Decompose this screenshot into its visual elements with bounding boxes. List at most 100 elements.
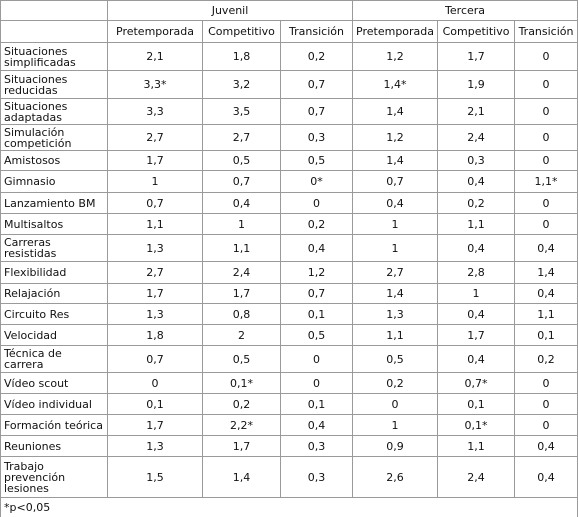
table-cell: 0,4 (437, 234, 516, 262)
table-cell: 0,3 (279, 435, 354, 457)
row-label: Multisaltos (0, 213, 108, 235)
table-cell: 0,5 (202, 150, 281, 171)
table-cell: 1,4 (352, 98, 439, 125)
table-cell: 1 (107, 170, 203, 193)
table-cell: 0 (514, 70, 578, 99)
table-cell: 1,1 (202, 234, 281, 262)
row-label: Relajación (0, 283, 108, 304)
corner-cell (0, 0, 108, 21)
table-cell: 0 (279, 345, 354, 373)
table-row: Trabajo prevención lesiones 1,5 1,4 0,3 2,6 2… (0, 456, 578, 498)
table-cell: 0,4 (352, 192, 439, 214)
table-cell: 0,5 (279, 324, 354, 346)
table-cell: 0,4 (514, 234, 578, 262)
table-cell: 0,3 (279, 456, 354, 498)
table-cell: 0,2 (279, 213, 354, 235)
table-row: Reuniones 1,3 1,7 0,3 0,9 1,1 0,4 (0, 435, 578, 457)
table-cell: 0,4 (437, 303, 516, 325)
table-row: Multisaltos 1,1 1 0,2 1 1,1 0 (0, 213, 578, 235)
table-cell: 0,7 (107, 345, 203, 373)
table-cell: 2,7 (107, 124, 203, 151)
table-row: Simulación competición 2,7 2,7 0,3 1,2 2,4 0 (0, 124, 578, 151)
table-row: Juvenil Tercera (0, 0, 578, 21)
table-cell: 1,1 (437, 435, 516, 457)
table-cell: 0* (279, 170, 354, 193)
table-cell: 1,7 (107, 414, 203, 436)
table-cell: 3,5 (202, 98, 281, 125)
table-cell: 0,4 (514, 435, 578, 457)
table-cell: 2,7 (352, 261, 439, 284)
table-cell: 1,9 (437, 70, 516, 99)
table-cell: 0,2 (514, 345, 578, 373)
table-cell: 2,8 (437, 261, 516, 284)
table-cell: 0,4 (279, 234, 354, 262)
table-cell: 2,7 (202, 124, 281, 151)
table-cell: 2 (202, 324, 281, 346)
table-cell: 1,1 (352, 324, 439, 346)
table-cell: 0,7 (107, 192, 203, 214)
table-cell: 0,2 (352, 372, 439, 394)
table-cell: 0,7 (352, 170, 439, 193)
table-cell: 1,7 (437, 42, 516, 71)
table-cell: 1 (352, 213, 439, 235)
corner-cell (0, 20, 108, 43)
table-cell: 1 (352, 414, 439, 436)
table-cell: 0,9 (352, 435, 439, 457)
table-cell: 0 (279, 372, 354, 394)
table-cell: 0 (107, 372, 203, 394)
table-cell: 1,4 (514, 261, 578, 284)
row-label: Vídeo individual (0, 393, 108, 415)
table-cell: 2,6 (352, 456, 439, 498)
row-label: Formación teórica (0, 414, 108, 436)
table-cell: 0,4 (202, 192, 281, 214)
table-row: Relajación 1,7 1,7 0,7 1,4 1 0,4 (0, 283, 578, 304)
table-cell: 0,8 (202, 303, 281, 325)
table-cell: 0,4 (279, 414, 354, 436)
footnote: *p<0,05 (0, 497, 578, 517)
column-header: Competitivo (202, 20, 281, 43)
table-row: Amistosos 1,7 0,5 0,5 1,4 0,3 0 (0, 150, 578, 171)
table-row: Situaciones adaptadas 3,3 3,5 0,7 1,4 2,1 0 (0, 98, 578, 125)
table-cell: 0,2 (437, 192, 516, 214)
row-label: Situaciones reducidas (0, 70, 108, 99)
table-cell: 1,4 (352, 283, 439, 304)
table-cell: 2,4 (202, 261, 281, 284)
column-header: Pretemporada (107, 20, 203, 43)
table-cell: 1,7 (437, 324, 516, 346)
table-cell: 0,7* (437, 372, 516, 394)
table-row: Vídeo scout 0 0,1* 0 0,2 0,7* 0 (0, 372, 578, 394)
table-cell: 3,3* (107, 70, 203, 99)
group-header: Tercera (352, 0, 578, 21)
table-cell: 0 (514, 98, 578, 125)
table-cell: 1,3 (107, 234, 203, 262)
table-cell: 0,3 (279, 124, 354, 151)
table-cell: 2,4 (437, 124, 516, 151)
table-cell: 0,3 (437, 150, 516, 171)
table-row: Situaciones simplificadas 2,1 1,8 0,2 1,2 1,7… (0, 42, 578, 71)
table-cell: 0,1 (107, 393, 203, 415)
table-cell: 0,7 (279, 283, 354, 304)
row-label: Vídeo scout (0, 372, 108, 394)
table-cell: 0,5 (279, 150, 354, 171)
row-label: Amistosos (0, 150, 108, 171)
table-cell: 0,4 (437, 170, 516, 193)
row-label: Situaciones simplificadas (0, 42, 108, 71)
table-cell: 0,1 (437, 393, 516, 415)
table-cell: 1,3 (352, 303, 439, 325)
row-label: Carreras resistidas (0, 234, 108, 262)
row-label: Lanzamiento BM (0, 192, 108, 214)
table-cell: 1,5 (107, 456, 203, 498)
table-cell: 1,3 (107, 303, 203, 325)
table-cell: 1,7 (107, 150, 203, 171)
table-cell: 0,1 (279, 303, 354, 325)
table-cell: 1 (202, 213, 281, 235)
row-label: Circuito Res (0, 303, 108, 325)
table-cell: 0 (279, 192, 354, 214)
row-label: Flexibilidad (0, 261, 108, 284)
table-cell: 1,1 (107, 213, 203, 235)
column-header: Competitivo (437, 20, 516, 43)
table-cell: 3,3 (107, 98, 203, 125)
row-label: Situaciones adaptadas (0, 98, 108, 125)
column-header: Pretemporada (352, 20, 439, 43)
